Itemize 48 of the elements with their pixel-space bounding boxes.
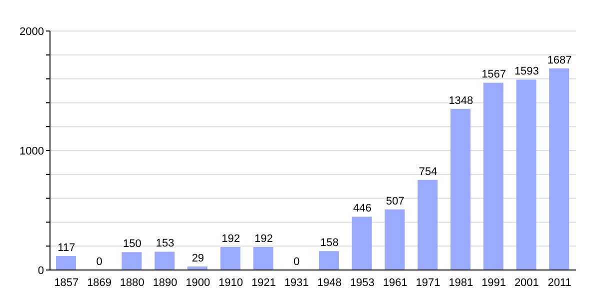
y-tick-label: 0 bbox=[38, 264, 44, 277]
data-label: 1567 bbox=[482, 68, 506, 81]
data-label: 507 bbox=[386, 195, 404, 208]
bar bbox=[154, 252, 175, 270]
bar bbox=[319, 251, 339, 270]
data-label: 158 bbox=[320, 237, 339, 250]
x-tick-label: 1948 bbox=[317, 276, 342, 289]
x-tick-label: 1880 bbox=[120, 276, 144, 289]
bar bbox=[352, 216, 372, 270]
x-tick-label: 1857 bbox=[54, 276, 79, 289]
data-label: 1348 bbox=[448, 94, 474, 107]
data-label: 192 bbox=[222, 233, 240, 246]
x-tick-label: 2001 bbox=[514, 276, 539, 289]
bar bbox=[418, 180, 438, 270]
data-label: 446 bbox=[353, 202, 372, 215]
bar bbox=[56, 256, 76, 270]
data-label: 1687 bbox=[547, 54, 572, 66]
bar bbox=[516, 80, 536, 270]
data-label: 0 bbox=[96, 256, 102, 268]
data-label: 0 bbox=[294, 256, 300, 268]
x-tick-label: 1869 bbox=[87, 276, 112, 289]
x-tick-label: 1921 bbox=[251, 276, 276, 289]
y-tick-label: 2000 bbox=[20, 26, 44, 38]
bar bbox=[220, 247, 240, 270]
data-label: 153 bbox=[156, 238, 174, 250]
data-label: 117 bbox=[58, 242, 76, 254]
bar bbox=[122, 252, 142, 270]
x-tick-label: 1910 bbox=[218, 276, 244, 289]
x-tick-label: 2011 bbox=[548, 276, 572, 289]
data-label: 192 bbox=[254, 233, 273, 246]
bar bbox=[549, 68, 570, 270]
x-tick-label: 1900 bbox=[186, 276, 210, 289]
data-label: 29 bbox=[192, 252, 204, 265]
bar bbox=[253, 247, 274, 270]
x-tick-label: 1931 bbox=[284, 276, 309, 289]
bar bbox=[450, 108, 470, 270]
x-tick-label: 1971 bbox=[416, 276, 440, 289]
data-label: 150 bbox=[123, 238, 142, 250]
data-label: 754 bbox=[418, 166, 438, 178]
x-tick-label: 1953 bbox=[350, 276, 375, 289]
x-tick-label: 1991 bbox=[482, 276, 506, 289]
data-label: 1593 bbox=[514, 66, 539, 78]
x-tick-label: 1890 bbox=[152, 276, 178, 289]
x-tick-label: 1981 bbox=[448, 276, 474, 289]
y-tick-label: 1000 bbox=[20, 145, 44, 158]
bar bbox=[384, 209, 405, 270]
x-tick-label: 1961 bbox=[382, 276, 408, 289]
bar bbox=[483, 82, 504, 270]
